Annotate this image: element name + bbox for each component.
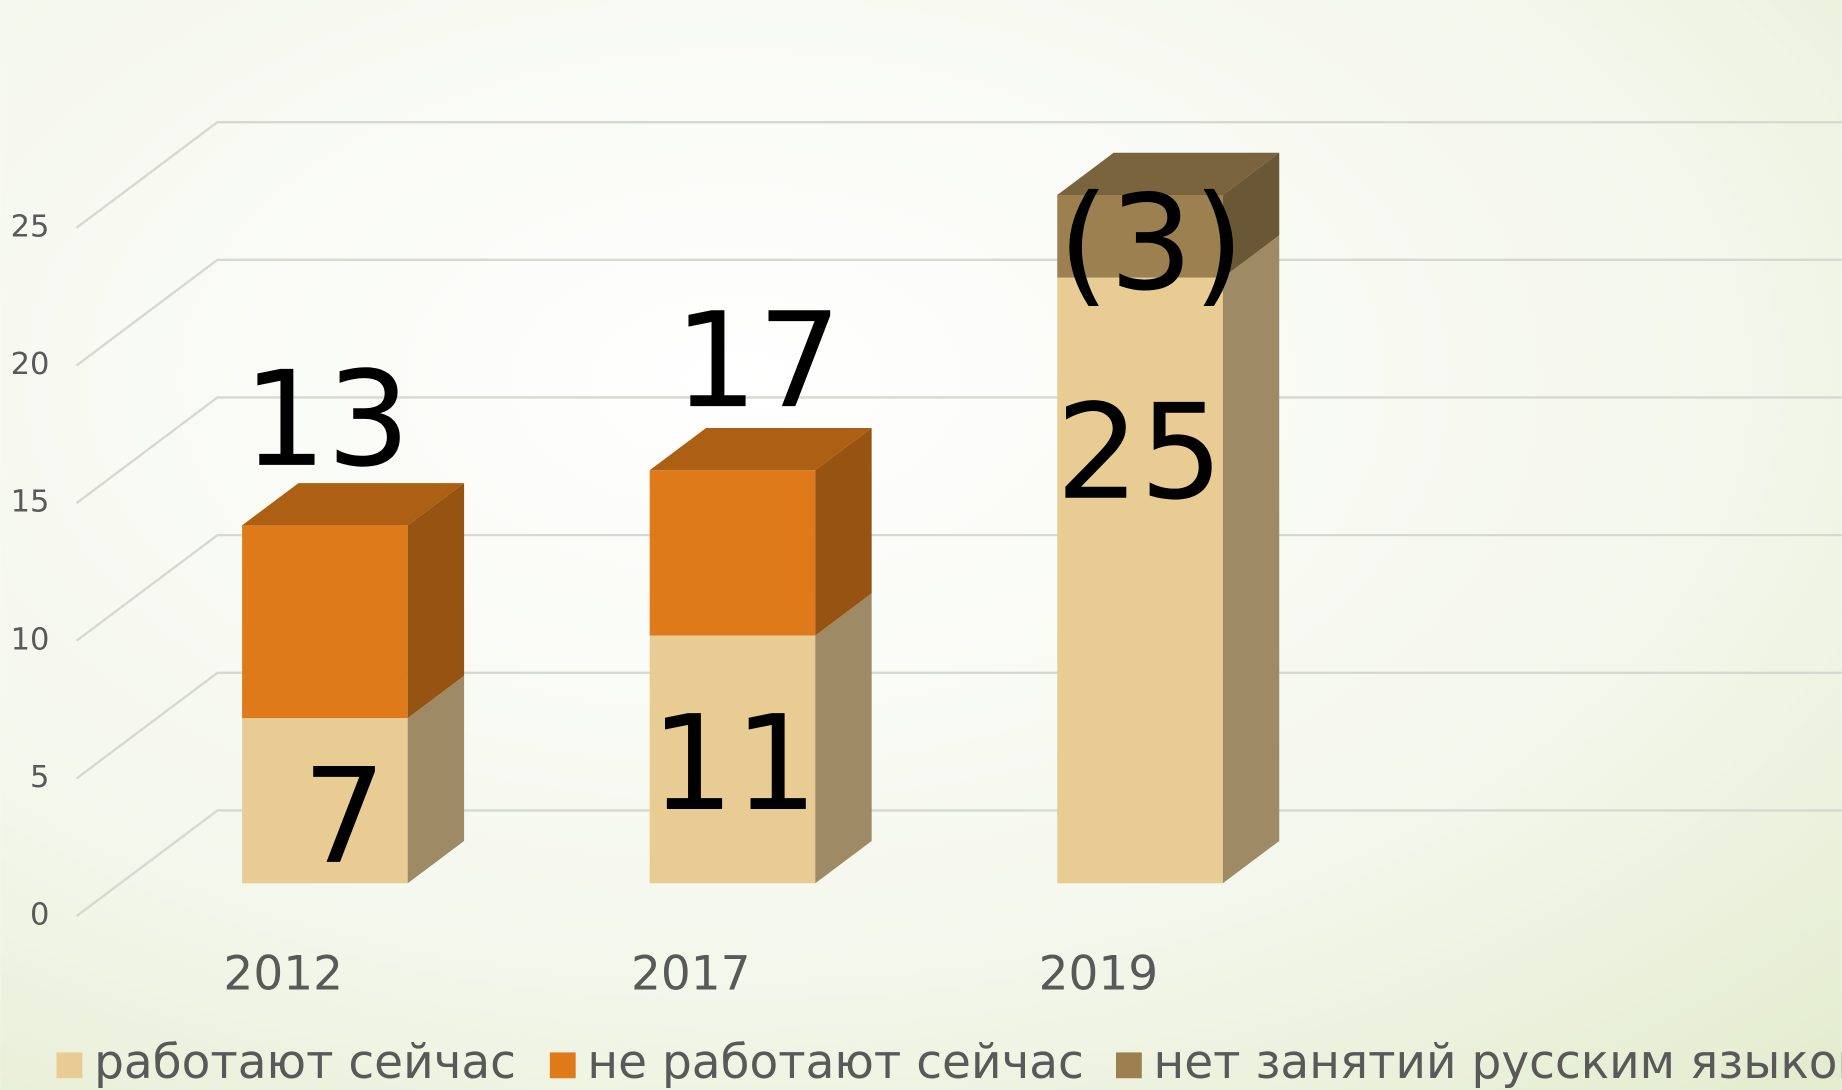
y-tick-label: 15: [11, 485, 50, 520]
bar-side: [1222, 152, 1280, 278]
grid-line: [75, 258, 1842, 367]
legend-swatch: [1115, 1052, 1142, 1079]
annotation: 25: [1056, 377, 1223, 530]
bar-top: [1057, 152, 1280, 195]
bar-front: [1057, 194, 1223, 278]
legend-label: не работают сейчас: [587, 1035, 1083, 1090]
bar-side: [407, 675, 465, 884]
grid-line: [75, 120, 1842, 229]
grid-line: [75, 809, 1842, 918]
bar-side: [407, 483, 465, 719]
grid-line: [75, 396, 1842, 505]
bar-front: [1057, 277, 1223, 884]
x-tick-label: 2019: [1039, 947, 1159, 1002]
bar-front: [242, 718, 408, 884]
legend-swatch: [56, 1052, 83, 1079]
y-tick-label: 20: [11, 347, 50, 382]
legend-label: работают сейчас: [94, 1035, 516, 1090]
y-tick-label: 0: [30, 898, 49, 933]
grid-line: [75, 533, 1842, 642]
annotation: 11: [651, 688, 818, 841]
y-tick-label: 25: [11, 209, 50, 244]
bar-front: [242, 525, 408, 719]
bar-side: [1222, 235, 1280, 884]
grid-line: [75, 671, 1842, 780]
annotation: 17: [674, 285, 841, 438]
bar-top: [242, 483, 465, 526]
legend-swatch: [549, 1052, 576, 1079]
bar-front: [649, 470, 816, 636]
bar-side: [815, 428, 872, 636]
bar-side: [815, 593, 872, 884]
y-tick-label: 10: [11, 622, 50, 657]
x-tick-label: 2017: [631, 947, 751, 1002]
annotation: 13: [243, 344, 410, 497]
annotation: 7: [302, 741, 386, 894]
bar-top: [649, 428, 872, 471]
annotation: (3): [1058, 168, 1244, 321]
x-tick-label: 2012: [223, 947, 343, 1002]
legend-label: нет занятий русским языком: [1154, 1035, 1842, 1090]
bar-front: [649, 635, 816, 884]
y-tick-label: 5: [30, 760, 49, 795]
